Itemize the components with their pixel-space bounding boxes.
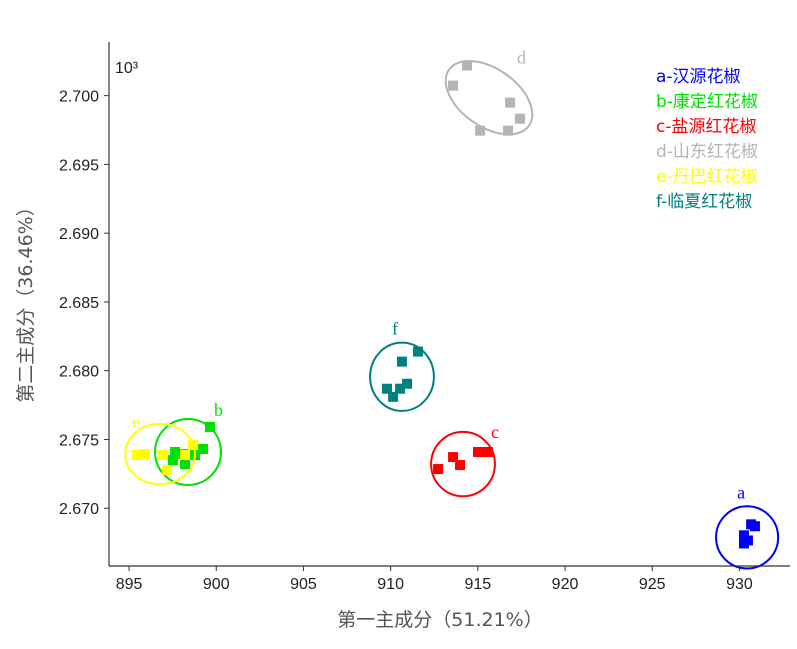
confidence-ellipse bbox=[124, 422, 196, 486]
legend-entry: e-丹巴红花椒 bbox=[656, 167, 758, 187]
x-tick-label: 925 bbox=[639, 576, 666, 593]
y-multiplier: 10³ bbox=[115, 60, 139, 77]
y-tick-label: 2.675 bbox=[59, 432, 99, 449]
legend: a-汉源花椒 b-康定红花椒 c-盐源红花椒 d-山东红花椒 e-丹巴红花椒 f-临夏红花… bbox=[656, 67, 758, 212]
series-f: f bbox=[369, 319, 435, 412]
confidence-ellipse bbox=[444, 60, 534, 136]
series-a: a bbox=[715, 482, 780, 570]
group-label: b bbox=[214, 400, 223, 420]
data-point bbox=[388, 391, 399, 402]
data-point bbox=[433, 464, 444, 475]
x-tick-label: 900 bbox=[203, 576, 230, 593]
data-point bbox=[396, 356, 407, 367]
group-label: f bbox=[392, 319, 398, 339]
y-tick-label: 2.695 bbox=[59, 157, 99, 174]
data-point bbox=[168, 455, 179, 466]
legend-entry: d-山东红花椒 bbox=[656, 142, 758, 162]
data-point bbox=[402, 378, 413, 389]
legend-entry: f-临夏红花椒 bbox=[656, 192, 752, 212]
data-point bbox=[140, 449, 151, 460]
confidence-ellipse bbox=[715, 505, 780, 570]
group-label: c bbox=[491, 422, 499, 442]
y-tick-label: 2.680 bbox=[59, 364, 99, 381]
data-point bbox=[503, 125, 514, 136]
x-tick-label: 910 bbox=[377, 576, 404, 593]
data-point bbox=[455, 460, 466, 471]
x-tick-label: 905 bbox=[290, 576, 317, 593]
data-point bbox=[448, 80, 459, 91]
y-tick-label: 2.700 bbox=[59, 89, 99, 106]
data-point bbox=[158, 450, 169, 461]
y-axis-label: 第二主成分（36.46%） bbox=[15, 197, 37, 402]
data-point bbox=[749, 521, 760, 532]
data-point bbox=[413, 346, 424, 357]
data-point bbox=[448, 452, 459, 463]
data-point bbox=[505, 97, 516, 108]
data-point bbox=[170, 446, 181, 457]
data-point bbox=[738, 530, 749, 541]
data-point bbox=[197, 443, 208, 454]
group-label: e bbox=[132, 412, 140, 432]
x-ticks: 895 900 905 910 915 920 925 930 bbox=[116, 566, 753, 593]
series-d: d bbox=[444, 48, 534, 136]
y-tick-label: 2.690 bbox=[59, 226, 99, 243]
data-point bbox=[132, 450, 143, 461]
y-tick-label: 2.685 bbox=[59, 295, 99, 312]
data-point bbox=[462, 60, 473, 71]
legend-entry: a-汉源花椒 bbox=[656, 67, 741, 87]
x-tick-label: 920 bbox=[552, 576, 579, 593]
confidence-ellipse bbox=[154, 417, 222, 486]
data-point bbox=[381, 383, 392, 394]
data-point bbox=[742, 535, 753, 546]
data-point bbox=[475, 125, 486, 136]
data-point bbox=[482, 446, 493, 457]
group-label: a bbox=[737, 482, 745, 502]
data-point bbox=[180, 450, 191, 461]
confidence-ellipse bbox=[430, 430, 496, 498]
group-label: d bbox=[517, 48, 526, 68]
data-point bbox=[473, 446, 484, 457]
data-point bbox=[395, 383, 406, 394]
data-point bbox=[162, 465, 173, 476]
y-ticks: 2.670 2.675 2.680 2.685 2.690 2.695 2.700 bbox=[59, 89, 109, 518]
legend-entry: b-康定红花椒 bbox=[656, 92, 758, 112]
series-c: c bbox=[430, 422, 499, 498]
x-tick-label: 930 bbox=[726, 576, 753, 593]
legend-entry: c-盐源红花椒 bbox=[656, 117, 756, 137]
data-point bbox=[180, 459, 191, 470]
confidence-ellipse bbox=[369, 341, 435, 412]
data-point bbox=[515, 113, 526, 124]
series-e: e bbox=[124, 412, 199, 486]
x-axis-label: 第一主成分（51.21%） bbox=[337, 609, 542, 631]
y-tick-label: 2.670 bbox=[59, 501, 99, 518]
x-tick-label: 895 bbox=[116, 576, 143, 593]
plot-area: a b c d e f bbox=[124, 48, 780, 570]
x-tick-label: 915 bbox=[464, 576, 491, 593]
